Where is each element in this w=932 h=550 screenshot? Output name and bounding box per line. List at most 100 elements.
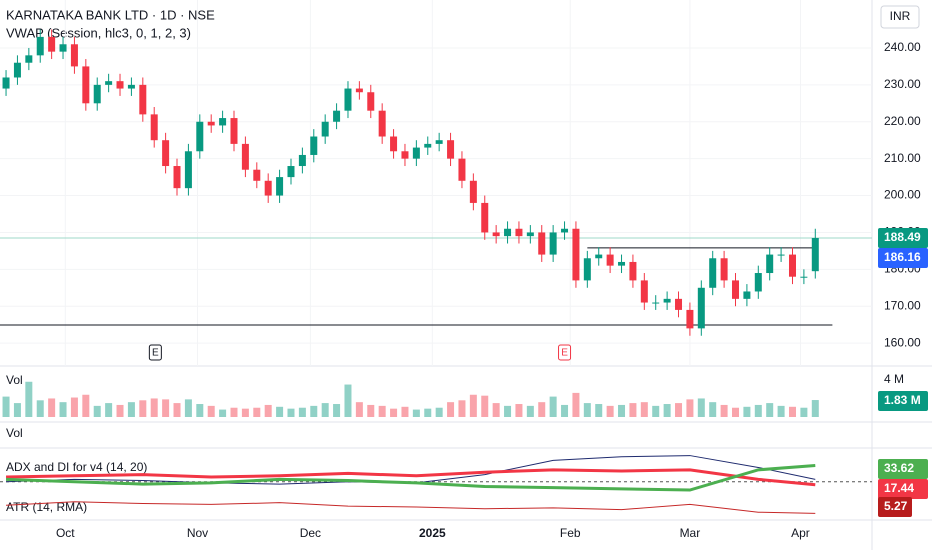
candle-body bbox=[13, 62, 21, 78]
volume-bar bbox=[70, 397, 78, 417]
volume-label: Vol bbox=[6, 373, 23, 387]
adx-value-box bbox=[878, 479, 928, 499]
volume-bar bbox=[276, 406, 284, 417]
candle-body bbox=[82, 66, 90, 104]
volume-bar bbox=[469, 394, 477, 417]
candle-body bbox=[355, 88, 363, 93]
candle-body bbox=[504, 228, 512, 237]
candle-body bbox=[538, 232, 546, 255]
volume-bar bbox=[127, 402, 135, 417]
candle-body bbox=[720, 258, 728, 281]
candle-body bbox=[139, 84, 147, 115]
candle-body bbox=[788, 254, 796, 277]
candle-body bbox=[70, 44, 78, 67]
volume-bar bbox=[367, 404, 375, 417]
candle-body bbox=[321, 121, 329, 137]
candle-body bbox=[697, 287, 705, 329]
volume-bar bbox=[743, 406, 751, 417]
volume-bar bbox=[663, 404, 671, 417]
adx-value-label: 33.62 bbox=[884, 461, 914, 475]
volume-bar bbox=[412, 409, 420, 417]
volume-bar bbox=[549, 396, 557, 417]
volume-bar bbox=[59, 402, 67, 417]
volume-bar bbox=[447, 402, 455, 417]
candle-body bbox=[549, 232, 557, 255]
volume-bar bbox=[800, 407, 808, 417]
earnings-label: E bbox=[561, 348, 568, 359]
volume-bar bbox=[538, 402, 546, 417]
y-tick-label: 220.00 bbox=[884, 114, 921, 128]
candle-body bbox=[811, 238, 819, 272]
chart-title: KARNATAKA BANK LTD · 1D · NSE bbox=[6, 7, 215, 22]
volume-bar bbox=[640, 402, 648, 417]
y-tick-label: 230.00 bbox=[884, 77, 921, 91]
candle-body bbox=[344, 88, 352, 111]
volume-bar bbox=[595, 404, 603, 417]
volume-bar bbox=[207, 405, 215, 417]
volume-bar bbox=[230, 407, 238, 417]
volume-bar bbox=[732, 407, 740, 417]
x-tick-label: 2025 bbox=[419, 526, 446, 540]
volume-bar bbox=[572, 392, 580, 417]
candle-body bbox=[629, 261, 637, 281]
candle-body bbox=[378, 110, 386, 137]
volume-bar bbox=[173, 403, 181, 417]
candle-body bbox=[766, 254, 774, 274]
candle-body bbox=[401, 151, 409, 159]
volume-bar bbox=[788, 406, 796, 417]
volume-bar bbox=[287, 408, 295, 417]
volume-bar bbox=[492, 403, 500, 417]
volume-bar bbox=[196, 404, 204, 417]
candle-body bbox=[253, 169, 261, 181]
adx-line bbox=[6, 468, 816, 487]
volume-bar bbox=[344, 384, 352, 417]
volume-bar bbox=[526, 405, 534, 417]
currency-box[interactable] bbox=[880, 5, 920, 29]
candle-body bbox=[276, 177, 284, 196]
volume-bar bbox=[36, 400, 44, 417]
volume-bar bbox=[606, 405, 614, 417]
volume-bar bbox=[298, 407, 306, 417]
candle-body bbox=[298, 154, 306, 167]
volume-bar bbox=[82, 394, 90, 417]
adx-label: ADX and DI for v4 (14, 20) bbox=[6, 460, 147, 474]
volume-bar bbox=[504, 405, 512, 417]
candle-body bbox=[777, 254, 785, 256]
volume-bar bbox=[766, 403, 774, 417]
candle-body bbox=[709, 258, 717, 288]
adx-value-box bbox=[878, 459, 928, 479]
candle-body bbox=[412, 147, 420, 159]
candle-body bbox=[367, 92, 375, 111]
candle-body bbox=[640, 280, 648, 303]
last-price-label: 188.49 bbox=[884, 230, 921, 244]
volume-bar bbox=[150, 398, 158, 417]
volume-bar bbox=[652, 405, 660, 417]
volume-bar bbox=[697, 398, 705, 417]
candle-body bbox=[447, 140, 455, 159]
volume-bar bbox=[13, 403, 21, 417]
volume-last-label: 1.83 M bbox=[884, 393, 921, 407]
volume-bar bbox=[720, 404, 728, 417]
volume-tick-label: 4 M bbox=[884, 372, 904, 386]
volume-bar bbox=[355, 402, 363, 417]
currency: INR bbox=[890, 9, 911, 23]
candle-body bbox=[390, 136, 398, 152]
volume-bar bbox=[310, 405, 318, 417]
candle-body bbox=[25, 55, 33, 63]
volume-bar bbox=[435, 407, 443, 417]
vwap-label: 186.16 bbox=[884, 250, 921, 264]
candle-body bbox=[572, 228, 580, 281]
candle-body bbox=[93, 84, 101, 104]
volume-bar bbox=[675, 403, 683, 417]
candle-body bbox=[583, 258, 591, 281]
subtitle: VWAP (Session, hlc3, 0, 1, 2, 3) bbox=[6, 25, 191, 40]
y-tick-label: 210.00 bbox=[884, 151, 921, 165]
volume-bar bbox=[2, 396, 10, 417]
volume-bar bbox=[184, 399, 192, 417]
x-tick-label: Mar bbox=[680, 526, 701, 540]
candle-body bbox=[264, 180, 272, 196]
volume-bar bbox=[424, 408, 432, 417]
candle-body bbox=[241, 143, 249, 170]
